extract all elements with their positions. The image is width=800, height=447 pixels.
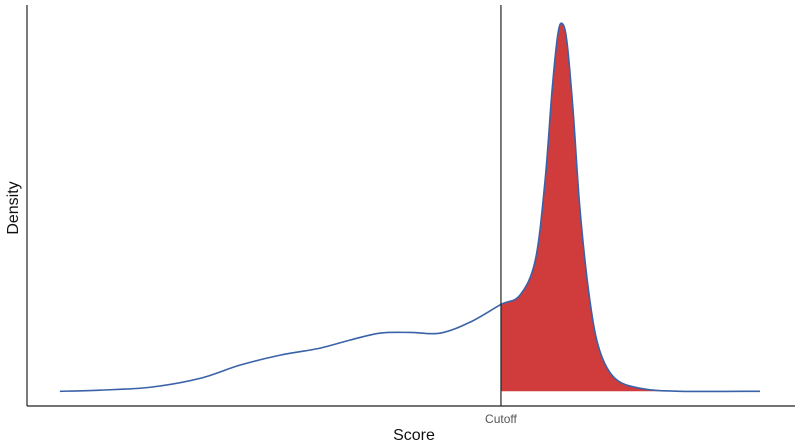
density-line [59,22,760,393]
y-axis-label: Density [5,181,22,234]
shaded-area [500,23,760,392]
x-axis-label: Score [393,427,435,444]
x-tick-label: Cutoff [485,412,517,426]
